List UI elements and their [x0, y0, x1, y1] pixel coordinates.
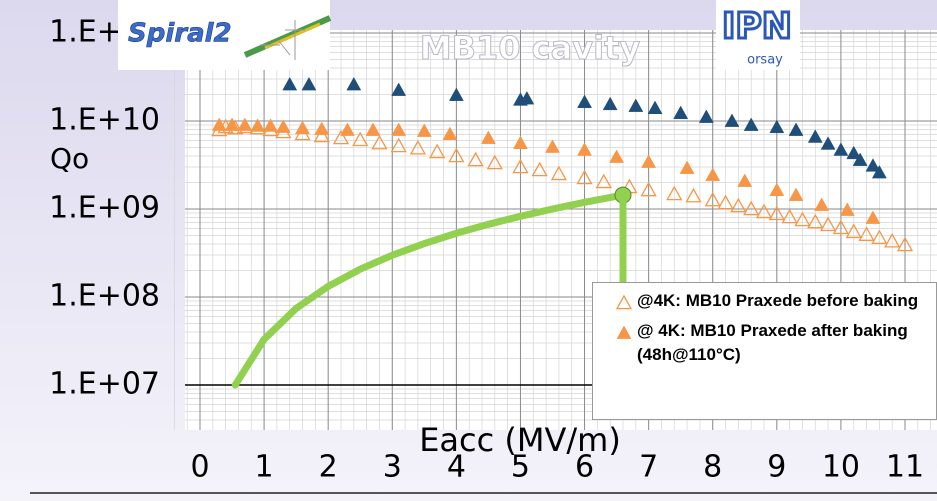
- legend-marker: [617, 296, 631, 309]
- page: {"chart_data": {"type": "scatter", "titl…: [0, 0, 937, 501]
- legend-entry: @4K: MB10 Praxede before baking: [597, 289, 932, 313]
- logo-text: orsay: [747, 53, 783, 68]
- x-tick-label: 3: [383, 450, 402, 485]
- logo-text: IPN: [722, 6, 792, 47]
- y-tick-label: 1.E+07: [49, 367, 160, 402]
- x-tick-label: 11: [886, 450, 924, 485]
- legend: @4K: MB10 Praxede before baking @ 4K: MB1…: [592, 282, 937, 420]
- legend-entry: @ 4K: MB10 Praxede after baking (48h@110…: [597, 319, 932, 367]
- y-tick-label: 1.E+09: [49, 191, 160, 226]
- x-tick-label: 7: [639, 450, 658, 485]
- spiral-logo: Spiral2: [118, 0, 330, 70]
- y-axis-label: Qo: [50, 142, 89, 175]
- x-axis-label: Eacc (MV/m): [419, 421, 621, 459]
- chart: 012345678910111.E+071.E+081.E+091.E+101.…: [0, 0, 937, 501]
- legend-label: @4K: MB10 Praxede before baking: [637, 291, 918, 310]
- ipn-logo: IPN orsay: [716, 0, 800, 70]
- legend-symbol: [615, 324, 633, 340]
- y-tick-label: 1.E+08: [49, 279, 160, 314]
- legend-label: @ 4K: MB10 Praxede after baking (48h@110…: [637, 321, 908, 364]
- chart-title: MB10 cavity: [420, 29, 641, 67]
- x-tick-label: 8: [703, 450, 722, 485]
- legend-symbol: [615, 294, 633, 310]
- logo-text: Spiral2: [128, 19, 232, 49]
- x-tick-label: 2: [319, 450, 338, 485]
- x-tick-label: 1: [255, 450, 274, 485]
- x-tick-label: 10: [822, 450, 860, 485]
- x-tick-label: 0: [190, 450, 209, 485]
- legend-marker: [617, 326, 631, 339]
- y-tick-label: 1.E+10: [49, 103, 160, 138]
- x-tick-label: 9: [767, 450, 786, 485]
